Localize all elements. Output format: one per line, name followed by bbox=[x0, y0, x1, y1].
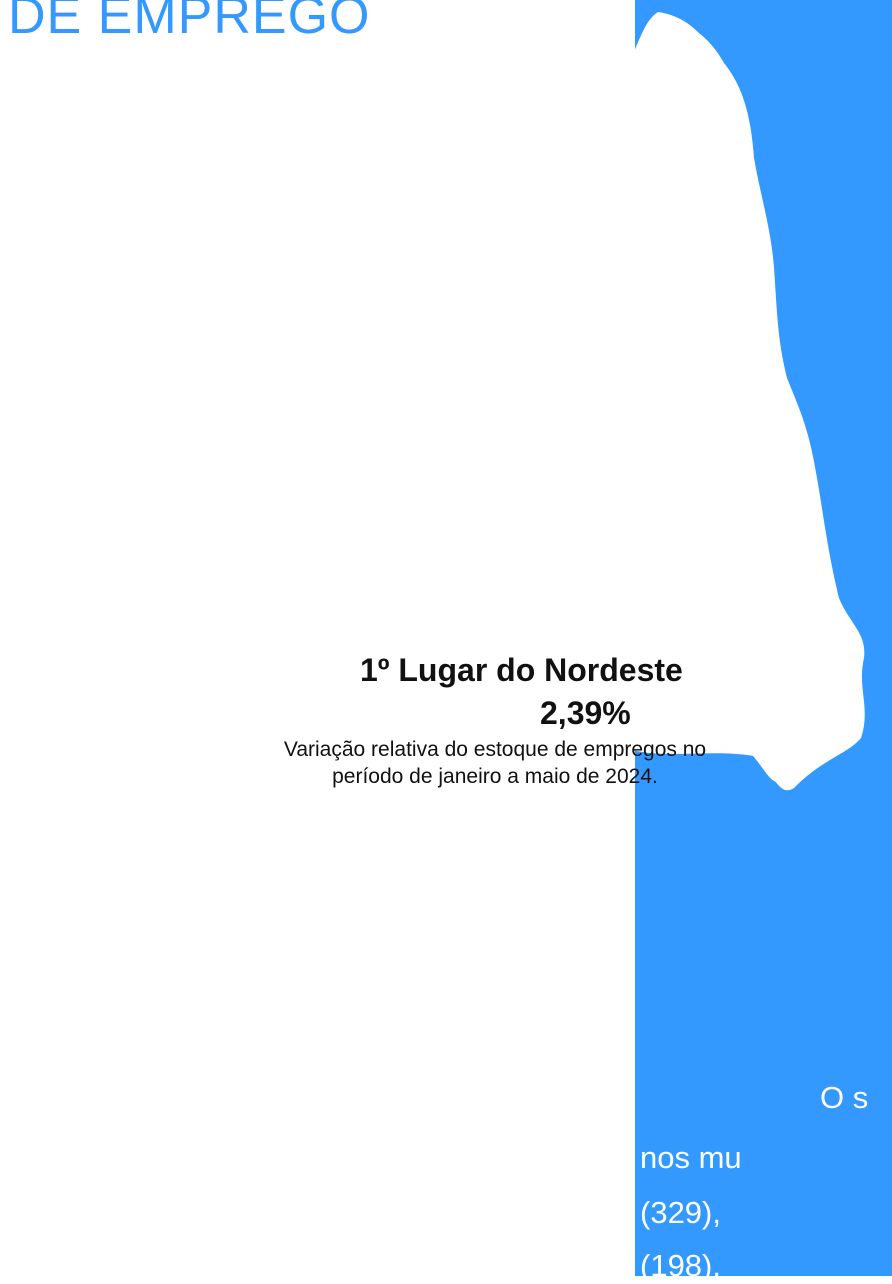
note-line: período de janeiro a maio de 2024. bbox=[332, 765, 658, 788]
note-line: Variação relativa do estoque de empregos… bbox=[283, 738, 707, 761]
side-text: (198), bbox=[640, 1248, 721, 1283]
side-text: O s bbox=[820, 1080, 869, 1115]
rank-label: 1º Lugar do Nordeste bbox=[360, 652, 683, 688]
rank-value: 2,39% bbox=[540, 695, 631, 731]
side-text: nos mu bbox=[640, 1140, 742, 1175]
title: DE EMPREGO bbox=[8, 0, 371, 45]
side-text: (329), bbox=[640, 1195, 721, 1230]
note: Variação relativa do estoque de empregos… bbox=[170, 736, 820, 790]
piaui-map bbox=[12, 12, 865, 1256]
